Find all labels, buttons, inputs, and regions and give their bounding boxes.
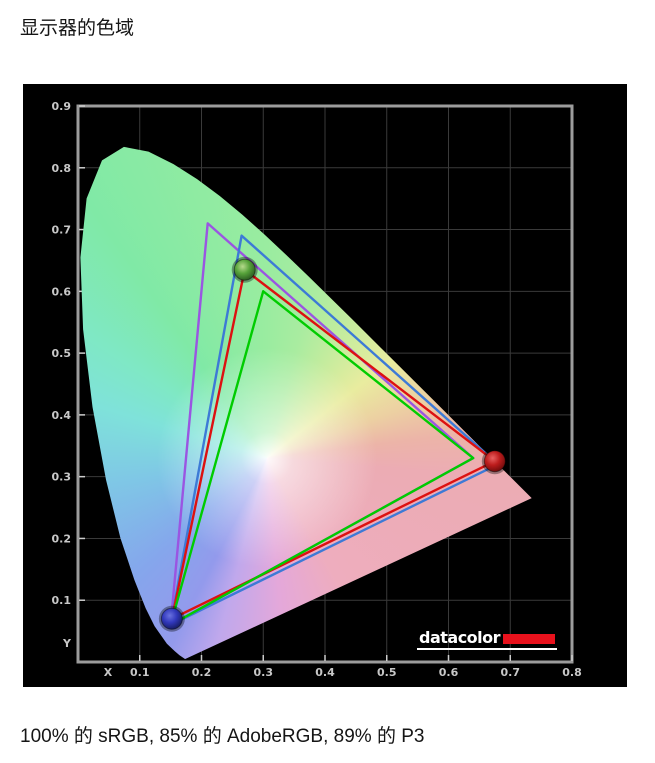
x-tick-label: 0.1 [130, 666, 150, 679]
y-tick-label: 0.3 [52, 471, 72, 484]
gamut-triangles-layer [158, 222, 508, 632]
y-axis-title: Y [62, 637, 72, 650]
y-tick-label: 0.8 [52, 162, 72, 175]
datacolor-logo: datacolor [417, 628, 558, 650]
x-tick-label: 0.5 [377, 666, 397, 679]
y-tick-label: 0.2 [52, 532, 72, 545]
y-tick-label: 0.7 [52, 224, 72, 237]
page-title: 显示器的色域 [20, 18, 135, 39]
x-tick-label: 0.4 [315, 666, 335, 679]
x-tick-label: 0.7 [501, 666, 521, 679]
x-tick-label: 0.3 [254, 666, 274, 679]
gamut-triangle-srgb [169, 290, 475, 627]
datacolor-logo-text: datacolor [419, 628, 501, 647]
y-tick-label: 0.9 [52, 100, 72, 113]
y-tick-label: 0.1 [52, 594, 72, 607]
x-tick-label: 0.6 [439, 666, 459, 679]
x-axis-title: X [104, 666, 113, 679]
x-tick-label: 0.8 [562, 666, 582, 679]
primary-marker-green [233, 258, 256, 281]
datacolor-logo-bar [503, 634, 556, 644]
chromaticity-chart: 0.1 0.2 0.3 0.4 0.5 0.6 0.7 0.8 0.1 0.2 0.3 0.4 0.5 0… [23, 84, 627, 687]
gamut-triangle-measured [170, 268, 496, 620]
primary-marker-blue [160, 607, 183, 630]
gamut-triangle-adobergb [169, 222, 475, 627]
gamut-coverage-text: 100% 的 sRGB, 85% 的 AdobeRGB, 89% 的 P3 [20, 726, 425, 747]
y-tick-label: 0.5 [52, 347, 72, 360]
x-tick-label: 0.2 [192, 666, 212, 679]
y-tick-label: 0.6 [52, 285, 72, 298]
gamut-triangle-p3 [169, 234, 500, 627]
primary-marker-red [483, 450, 506, 473]
y-tick-label: 0.4 [52, 409, 72, 422]
plot-frame [76, 104, 574, 664]
